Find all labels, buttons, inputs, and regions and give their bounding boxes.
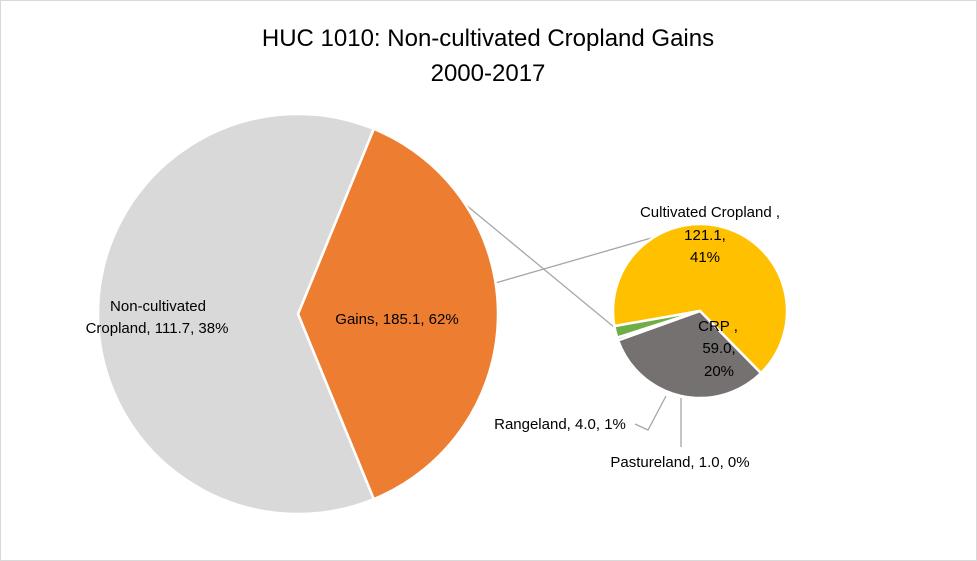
- data-label-cultivated-line-2: 121.1,: [684, 227, 726, 244]
- main-pie: [96, 112, 500, 516]
- data-label-crp-line-2: 59.0,: [702, 340, 735, 357]
- data-label-pastureland: Pastureland, 1.0, 0%: [610, 454, 749, 471]
- data-label-cultivated-line-3: 41%: [690, 249, 720, 266]
- secondary-pie-slice-crp: [616, 309, 763, 400]
- main-pie-slice-non-cultivated-cropland: [296, 127, 500, 501]
- data-label-gains: Gains, 185.1, 62%: [335, 311, 458, 328]
- chart-title-line-2: 2000-2017: [431, 60, 546, 87]
- data-label-crp-line-1: CRP ,: [698, 318, 738, 335]
- secondary-pie: [611, 222, 789, 400]
- rangeland-leader-line: [634, 395, 667, 431]
- data-label-noncultivated-line-2: Cropland, 111.7, 38%: [86, 320, 229, 337]
- data-label-crp-line-3: 20%: [704, 363, 734, 380]
- data-label-noncultivated-line-1: Non-cultivated: [110, 298, 206, 315]
- secondary-pie-slice-rangeland: [613, 309, 702, 339]
- data-label-rangeland: Rangeland, 4.0, 1%: [494, 416, 626, 433]
- data-label-cultivated-line-1: Cultivated Cropland ,: [640, 204, 780, 221]
- chart-title-line-1: HUC 1010: Non-cultivated Cropland Gains: [262, 25, 714, 52]
- secondary-pie-slice-cultivated-cropland: [611, 222, 789, 375]
- main-pie-slice-gains: [96, 112, 375, 516]
